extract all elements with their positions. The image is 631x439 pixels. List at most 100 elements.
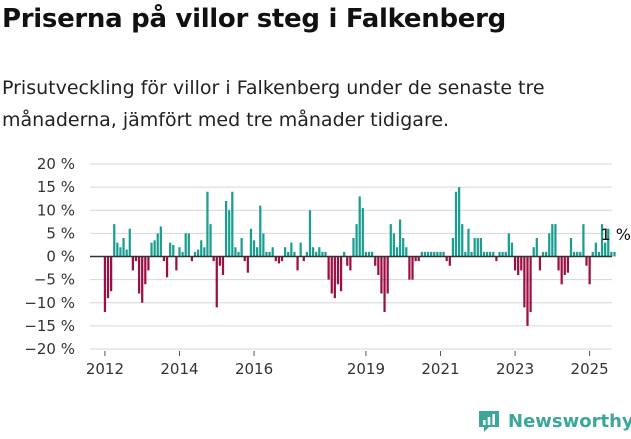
bar [169,242,172,257]
bar-chart: 20 % 15 % 10 % 5 % 0 % −5 % −10 % −15 % −20 % 1 %… [24,155,631,375]
bar [311,247,315,257]
bar [178,247,181,257]
bar [398,219,402,257]
bar [221,256,225,275]
bar [380,256,383,294]
bar [582,224,585,257]
bar [470,251,473,257]
bar [538,256,542,271]
bar [610,251,613,257]
x-tick-label: 2014 [160,360,198,375]
bar [383,256,386,312]
bar [256,247,259,257]
bar [197,249,200,257]
bar [187,233,190,257]
bar [526,256,529,326]
bar [461,224,464,257]
bar [501,251,504,257]
bar [212,256,215,262]
bar [479,238,482,257]
bar [504,251,507,257]
x-tick-label: 2012 [86,360,124,375]
bar [159,226,162,257]
bar [585,256,588,266]
bar [464,251,467,257]
bar [252,240,256,257]
bar [318,247,321,257]
bar [520,256,523,271]
bar [361,207,364,257]
bar [259,205,262,257]
bar [106,256,110,299]
bar [495,256,498,262]
bar [482,251,486,257]
bar [417,256,420,262]
bar [513,256,517,271]
bar [203,247,206,257]
bar [287,251,290,257]
last-value-label: 1 % [600,225,630,244]
bar [374,256,377,266]
bar [433,251,436,257]
bar [572,251,576,257]
bar [156,233,159,257]
bar [131,256,134,271]
bar [458,187,461,257]
bar [150,242,153,257]
y-tick-label: −5 % [34,271,75,289]
axes: 20 % 15 % 10 % 5 % 0 % −5 % −10 % −15 % −20 % 1 %… [24,155,631,375]
bar [523,256,526,308]
bar [448,256,451,266]
bar [175,256,178,271]
x-tick-label: 2019 [347,360,385,375]
bar [103,256,107,312]
bar [122,238,125,257]
bar [144,256,147,285]
bar [215,256,218,308]
newsworthy-logo-icon [479,411,499,432]
bar [405,247,408,257]
bar [467,228,470,257]
bar [426,251,430,257]
bar [489,251,492,257]
bar [324,251,327,257]
bar [507,233,510,257]
bar [529,256,532,312]
x-tick-label: 2016 [235,360,273,375]
bar [299,242,302,257]
y-tick-label: 5 % [46,224,75,242]
bar [302,256,305,262]
bar [193,251,197,257]
x-tick-label: 2021 [421,360,459,375]
bar [377,256,380,275]
bar [613,251,616,257]
bar [392,233,395,257]
y-tick-label: −10 % [24,294,75,312]
bar [408,256,411,280]
bar [420,251,423,257]
bar [134,256,138,262]
bar [321,251,324,257]
bar [262,233,265,257]
bar [240,238,243,257]
bar [224,201,228,257]
y-tick-label: 20 % [37,155,75,173]
bar [284,247,287,257]
bar [548,233,551,257]
bar [119,247,122,257]
bar [153,240,156,257]
bar [554,224,557,257]
bar [181,251,184,257]
bar [336,256,340,285]
bar [371,251,374,257]
bar [128,228,131,257]
bar [557,256,560,271]
bar [498,251,501,257]
bar [246,256,249,273]
bar [172,244,175,257]
bar [271,247,274,257]
bar [436,251,439,257]
bar [330,256,333,294]
brand-name: Newsworthy [508,410,631,432]
bar [237,251,240,257]
